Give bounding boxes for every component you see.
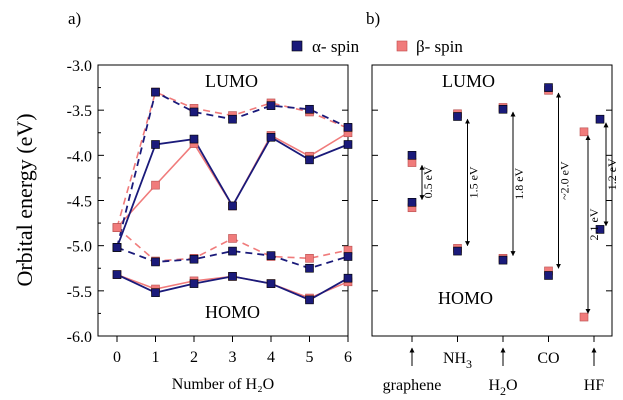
legend-beta-marker (396, 40, 408, 52)
point-alpha_homo_upper-0 (112, 243, 122, 252)
x-tick-label-3: 3 (229, 349, 237, 366)
mol-label-base-1: NH (443, 350, 467, 367)
b-point-beta-0-0 (407, 158, 417, 167)
panel-a-ticks: -3.0 -3.5 -4.0 -4.5 -5.0 -5.5 -6.0 0 1 2 3 4 5 6 (67, 58, 352, 366)
mol-label-0: graphene (383, 377, 442, 394)
point-alpha_lumo-1 (151, 87, 160, 97)
point-beta_lumo_lower-1 (151, 180, 160, 190)
mol-label-2: H2O (488, 377, 517, 398)
legend-alpha-marker (291, 40, 303, 52)
gap-label-2: 1.8 eV (512, 167, 526, 199)
b-point-alpha-3-1 (544, 271, 553, 280)
point-alpha_homo-2 (189, 279, 199, 288)
mol-label-base-4: HF (584, 377, 605, 394)
b-point-alpha-2-0 (498, 104, 508, 114)
mol-label-base-3: CO (537, 350, 559, 367)
point-beta_homo_upper-0 (112, 223, 122, 232)
y-axis-title: Orbital energy (eV) (12, 113, 37, 286)
panel-b-homo-label: HOMO (438, 288, 493, 308)
mol-label-sub-1: 3 (466, 357, 472, 371)
point-beta_homo_upper-5 (305, 254, 314, 263)
point-alpha_homo_upper-4 (266, 251, 276, 260)
panel-a-lumo-label: LUMO (205, 71, 258, 91)
mol-label-3: CO (537, 350, 559, 367)
point-alpha_lumo-2 (189, 107, 199, 117)
panel-b-label: b) (366, 9, 380, 28)
gap-label-0: 0.5 eV (421, 166, 435, 198)
panel-b-series: 0.5 eV 1.5 eV 1.8 eV ~2.0 eV 1.2 eV 2.1 eV (407, 83, 619, 322)
point-alpha_lumo_lower-3 (228, 201, 237, 211)
y-tick-label-2: -4.0 (67, 148, 92, 165)
x-tick-label-0: 0 (113, 349, 121, 366)
mol-label-post-2: O (506, 377, 518, 394)
gap-label-beta-4: 2.1 eV (587, 208, 601, 240)
point-alpha_homo_upper-1 (151, 257, 160, 267)
point-alpha_homo-6 (343, 273, 353, 283)
gap-label-3: ~2.0 eV (558, 161, 572, 200)
b-point-alpha-1-0 (453, 112, 462, 121)
panel-b-lumo-label: LUMO (442, 71, 495, 91)
b-point-beta-4-0 (579, 127, 589, 137)
y-tick-label-4: -5.0 (67, 239, 92, 256)
point-alpha_lumo_lower-6 (343, 140, 353, 149)
point-alpha_lumo-5 (305, 104, 314, 114)
x-axis-title: Number of H₂O (172, 376, 274, 393)
b-point-alpha-0-1 (407, 198, 417, 207)
x-tick-label-5: 5 (306, 349, 314, 366)
point-alpha_homo_upper-5 (305, 263, 314, 273)
b-point-alpha-3-0 (544, 83, 553, 92)
point-alpha_lumo-6 (343, 123, 353, 132)
point-alpha_homo-0 (112, 270, 122, 279)
y-tick-label-6: -6.0 (67, 329, 92, 346)
b-point-alpha-4-0 (595, 114, 605, 124)
x-tick-label-6: 6 (344, 349, 352, 366)
b-point-alpha-2-1 (498, 255, 508, 265)
panel-a-series (112, 87, 353, 305)
legend: α- spin β- spin (291, 37, 463, 56)
b-point-beta-4-1 (579, 312, 589, 322)
b-point-alpha-4-1 (595, 225, 605, 234)
gap-label-alpha-4: 1.2 eV (605, 158, 619, 190)
y-tick-label-3: -4.5 (67, 194, 92, 211)
b-point-alpha-0-0 (407, 151, 417, 160)
y-tick-label-1: -3.5 (67, 103, 92, 120)
point-alpha_lumo_lower-5 (305, 155, 314, 165)
point-alpha_homo-5 (305, 295, 314, 305)
mol-label-1: NH3 (443, 350, 472, 371)
point-alpha_lumo_lower-2 (189, 134, 199, 144)
point-alpha_homo-3 (228, 272, 237, 281)
point-alpha_homo_upper-6 (343, 252, 353, 261)
x-tick-label-4: 4 (267, 349, 275, 366)
point-alpha_homo_upper-2 (189, 254, 199, 264)
point-alpha_homo-4 (266, 279, 276, 288)
mol-label-base-0: graphene (383, 377, 442, 394)
point-alpha_lumo-4 (266, 101, 276, 110)
point-alpha_lumo-3 (228, 114, 237, 124)
y-tick-label-0: -3.0 (67, 58, 92, 75)
legend-alpha-label: α- spin (312, 37, 360, 56)
point-alpha_lumo_lower-4 (266, 132, 276, 142)
x-tick-label-1: 1 (152, 349, 160, 366)
mol-label-base-2: H (488, 377, 500, 394)
y-tick-label-5: -5.5 (67, 284, 92, 301)
panel-a-label: a) (68, 9, 81, 28)
point-alpha_lumo_lower-1 (151, 140, 160, 149)
b-point-alpha-1-1 (453, 246, 462, 256)
point-alpha_homo_upper-3 (228, 246, 237, 256)
point-beta_homo_upper-3 (228, 234, 237, 243)
mol-label-sub-2: 2 (500, 384, 506, 398)
x-tick-label-2: 2 (190, 349, 198, 366)
gap-label-1: 1.5 eV (467, 166, 481, 198)
mol-label-4: HF (584, 377, 605, 394)
x-axis-title-text: Number of H₂O (172, 376, 274, 393)
panel-a-homo-label: HOMO (205, 302, 260, 322)
legend-beta-label: β- spin (416, 37, 463, 56)
point-alpha_homo-1 (151, 288, 160, 297)
